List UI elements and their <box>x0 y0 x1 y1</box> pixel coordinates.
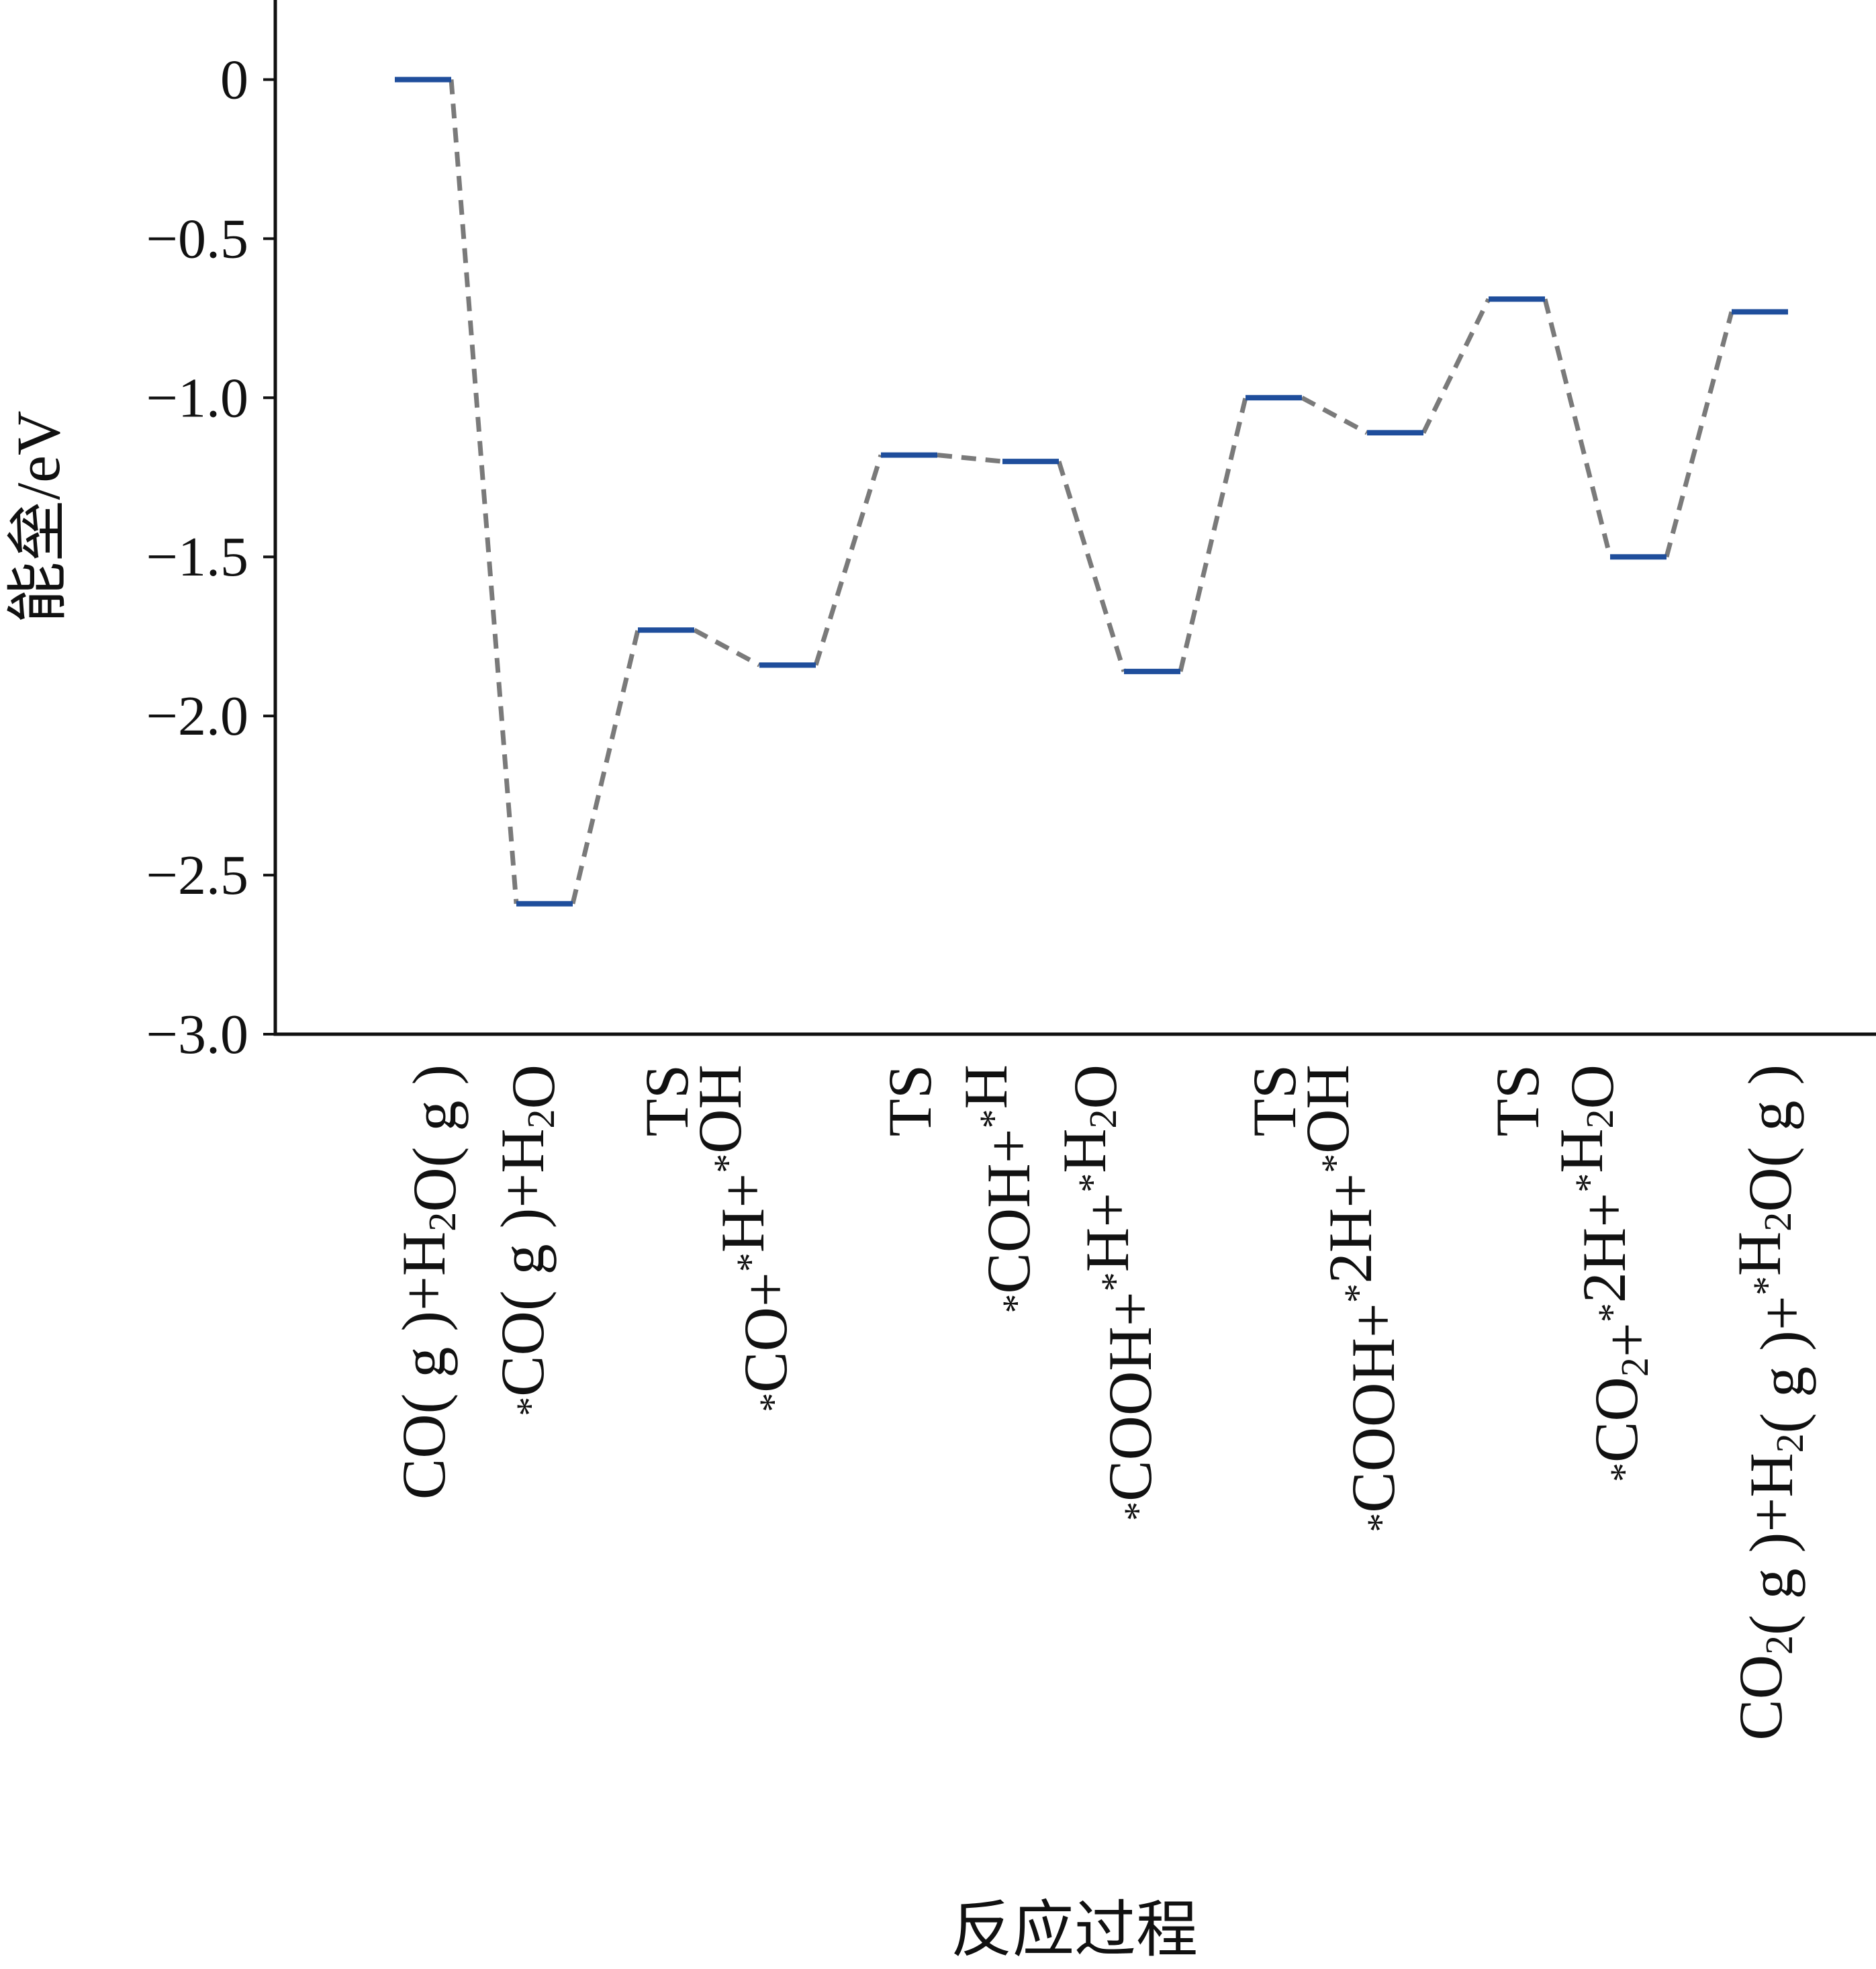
connector-line <box>813 454 884 666</box>
x-axis-title: 反应过程 <box>951 1896 1198 1964</box>
y-axis-ticks: 0 −0.5 −1.0 −1.5 −2.0 −2.5 −3.0 <box>146 48 275 1066</box>
x-category-label: *COOH+*H+*H2O <box>1050 1064 1164 1521</box>
y-tick-label: −3.0 <box>146 1003 248 1066</box>
y-tick-label: −1.5 <box>146 526 248 588</box>
connector-line <box>570 629 641 905</box>
y-tick-label: 0 <box>220 48 248 111</box>
x-axis-category-labels: CO( g )+H2O( g )*CO( g )+H2O TS*CO+*H+*OH… <box>389 1064 1816 1741</box>
connector-line <box>1421 297 1491 434</box>
x-category-label: CO( g )+H2O( g ) <box>389 1064 469 1500</box>
plot-area-frame <box>273 0 1876 1036</box>
x-category-label: *COH+*H <box>951 1064 1043 1314</box>
x-category-label: *COOH+*2H+*OH <box>1293 1064 1407 1532</box>
y-axis-title: 能垒/eV <box>4 411 73 624</box>
connector-line <box>937 453 1003 464</box>
x-category-label: *CO+*H+*OH <box>686 1064 800 1412</box>
y-tick-label: −0.5 <box>146 208 248 270</box>
connector-line <box>1301 396 1368 435</box>
x-category-label: TS <box>1240 1064 1309 1136</box>
x-category-label: *CO2+*2H+*H2O <box>1547 1064 1661 1482</box>
x-category-label: CO2( g )+H2( g )+*H2O( g ) <box>1725 1064 1816 1741</box>
connector-line <box>693 628 761 668</box>
x-category-label: TS <box>876 1064 944 1136</box>
y-tick-label: −1.0 <box>146 367 248 429</box>
x-category-label: TS <box>632 1064 701 1136</box>
y-tick-label: −2.0 <box>146 685 248 747</box>
connector-line <box>1056 461 1127 672</box>
y-tick-label: −2.5 <box>146 844 248 907</box>
connector-line <box>449 79 519 904</box>
connector-line <box>1542 298 1613 558</box>
x-category-label: *CO( g )+H2O <box>488 1064 567 1416</box>
energy-levels <box>395 77 1788 907</box>
connector-lines <box>449 79 1734 905</box>
x-category-label: TS <box>1483 1064 1552 1136</box>
connector-line <box>1664 311 1734 558</box>
connector-line <box>1178 397 1248 672</box>
